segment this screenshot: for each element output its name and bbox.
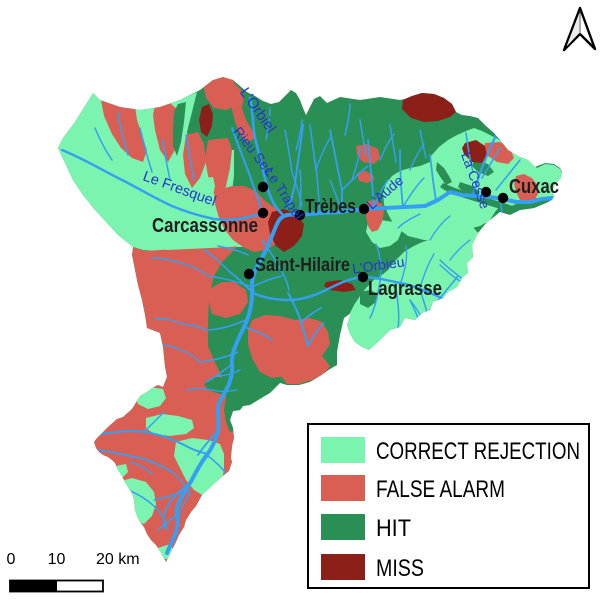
svg-text:MISS: MISS [376,555,424,582]
svg-text:0: 0 [7,551,16,568]
svg-text:FALSE ALARM: FALSE ALARM [376,476,505,503]
svg-text:Trèbes: Trèbes [305,196,356,218]
svg-text:Cuxac: Cuxac [509,176,559,198]
svg-text:10: 10 [48,551,66,568]
svg-text:Saint-Hilaire: Saint-Hilaire [255,255,350,276]
svg-text:Carcassonne: Carcassonne [152,215,258,237]
svg-text:CORRECT REJECTION: CORRECT REJECTION [376,438,580,465]
svg-text:HIT: HIT [376,515,411,542]
svg-text:20 km: 20 km [96,551,140,568]
svg-text:Lagrasse: Lagrasse [368,278,442,300]
svg-text:L'Orbieu: L'Orbieu [351,253,405,276]
